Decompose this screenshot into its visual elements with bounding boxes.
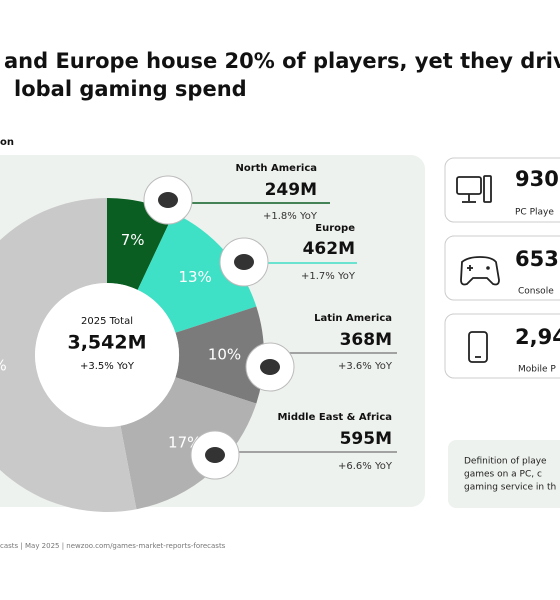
card-value: 2,94 <box>515 325 560 349</box>
donut-segment <box>0 198 137 512</box>
region-shape <box>234 254 254 270</box>
segment-label: 53% <box>0 357 7 375</box>
definition-box <box>448 440 560 508</box>
region-players: 462M <box>303 239 355 259</box>
card-value: 930 <box>515 167 559 191</box>
region-change: +1.8% YoY <box>263 211 318 222</box>
region-name: Middle East & Africa <box>277 412 392 423</box>
region-players: 368M <box>340 330 392 350</box>
region-players: 249M <box>265 180 317 200</box>
region-change: +6.6% YoY <box>338 461 393 472</box>
donut-hole <box>35 283 179 427</box>
center-change: +3.5% YoY <box>80 361 135 372</box>
donut-segment <box>137 212 257 333</box>
title-line: lobal gaming spend <box>14 77 247 101</box>
console-icon <box>460 256 500 286</box>
region-name: Latin America <box>314 313 392 324</box>
title-line: and Europe house 20% of players, yet the… <box>4 49 560 73</box>
card-label: PC Playe <box>515 208 554 218</box>
region-shape <box>260 359 280 375</box>
card <box>444 235 560 301</box>
subtitle: on <box>0 137 14 148</box>
donut-segment <box>120 377 257 510</box>
donut-segment <box>175 306 265 404</box>
card-label: Console <box>518 287 554 297</box>
pc-icon <box>456 175 492 203</box>
region-shape <box>205 447 225 463</box>
region-shape <box>158 192 178 208</box>
center-value: 3,542M <box>67 332 146 354</box>
card-label: Mobile P <box>518 365 556 375</box>
segment-label: 7% <box>121 231 145 249</box>
segment-label: 10% <box>208 346 241 364</box>
region-change: +3.6% YoY <box>338 361 393 372</box>
definition-line: games on a PC, c <box>464 470 542 480</box>
center-label: 2025 Total <box>81 316 133 327</box>
region-players: 595M <box>340 429 392 449</box>
region-name: North America <box>235 163 317 174</box>
card-value: 653 <box>515 247 559 271</box>
mobile-icon <box>468 331 488 363</box>
segment-label: 13% <box>178 268 211 286</box>
region-name: Europe <box>315 223 355 234</box>
region-change: +1.7% YoY <box>301 271 356 282</box>
card <box>444 157 560 223</box>
definition-line: gaming service in th <box>464 483 556 493</box>
definition-line: Definition of playe <box>464 457 547 467</box>
footer: casts | May 2025 | newzoo.com/games-mark… <box>0 542 226 550</box>
